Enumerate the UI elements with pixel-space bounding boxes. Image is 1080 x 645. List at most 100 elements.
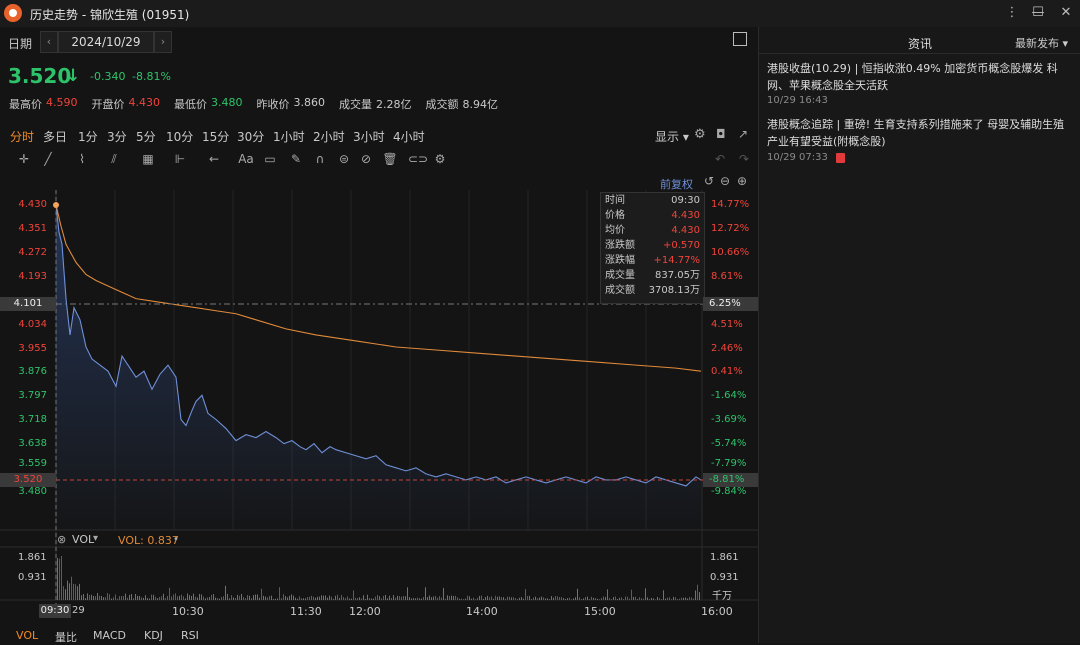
measure-icon[interactable]: ▦ (142, 152, 154, 166)
volume-bar (573, 598, 574, 600)
volume-bar (379, 596, 380, 600)
share-icon[interactable]: ↗ (738, 127, 749, 141)
intraday-chart[interactable] (0, 0, 758, 643)
volume-bar (93, 595, 94, 600)
trash-icon[interactable]: 🗑 (382, 152, 398, 166)
volume-bar (351, 598, 352, 600)
tab-2hour[interactable]: 2小时 (313, 130, 345, 144)
text-icon[interactable]: Aa (238, 152, 254, 166)
tab-30min[interactable]: 30分 (237, 130, 265, 144)
volume-bar (363, 595, 364, 600)
tab-kdj[interactable]: KDJ (144, 629, 163, 642)
volume-bar (147, 598, 148, 600)
comment-icon[interactable]: ▭ (264, 152, 276, 166)
hide-icon[interactable]: ⊜ (338, 152, 350, 166)
channel-icon[interactable]: ⫽ (111, 152, 117, 166)
adjust-mode[interactable]: 前复权 (660, 178, 693, 191)
volume-bar (537, 598, 538, 600)
volume-bar (293, 595, 294, 600)
reset-icon[interactable]: ↺ (704, 174, 715, 188)
stat-label-turnover: 成交额 (425, 98, 459, 111)
zoom-out-icon[interactable]: ⊖ (720, 174, 731, 188)
undo-icon[interactable]: ↶ (714, 152, 726, 166)
tab-news[interactable]: 资讯 (908, 37, 933, 51)
crosshair-pct-label: 6.25% (703, 297, 758, 311)
tooltip-value: +0.570 (662, 240, 700, 251)
pencil-icon[interactable]: ✎ (290, 152, 302, 166)
volume-bar (447, 595, 448, 600)
volume-bar (271, 595, 272, 600)
prev-date-button[interactable]: ‹ (40, 31, 58, 53)
volume-bar (423, 597, 424, 600)
tab-intraday[interactable]: 分时 (10, 130, 35, 144)
close-button[interactable]: ✕ (1060, 5, 1072, 20)
tab-4hour[interactable]: 4小时 (393, 130, 425, 144)
news-item-time: 10/29 07:33 (767, 152, 828, 163)
more-menu-button[interactable]: ⋮ (1005, 5, 1019, 20)
redo-icon[interactable]: ↷ (738, 152, 750, 166)
crosshair-icon[interactable]: ✛ (18, 152, 30, 166)
tab-10min[interactable]: 10分 (166, 130, 194, 144)
volume-bar (315, 597, 316, 600)
tab-volume-ratio[interactable]: 量比 (55, 631, 77, 644)
volume-bar (119, 596, 120, 600)
volume-bar (407, 587, 408, 600)
settings-icon[interactable]: ⚙ (694, 127, 706, 142)
tab-multiday[interactable]: 多日 (43, 130, 68, 144)
news-item-title[interactable]: 港股概念追踪 | 重磅! 生育支持系列措施来了 母婴及辅助生殖产业有望受益(附概… (767, 118, 1065, 148)
volume-bar (565, 598, 566, 600)
volume-bar (261, 588, 262, 600)
volume-bar (553, 597, 554, 600)
tab-3min[interactable]: 3分 (107, 130, 127, 144)
sidebar-toggle-icon[interactable] (733, 32, 747, 46)
next-date-button[interactable]: › (154, 31, 172, 53)
toolbar-settings-icon[interactable]: ⚙ (434, 152, 446, 166)
zoom-in-icon[interactable]: ⊕ (737, 174, 748, 188)
news-item-title[interactable]: 港股收盘(10.29) | 恒指收涨0.49% 加密货币概念股爆发 科网、苹果概… (767, 62, 1058, 92)
volume-bar (215, 597, 216, 600)
magnet-icon[interactable]: ∩ (315, 152, 325, 166)
tab-15min[interactable]: 15分 (202, 130, 230, 144)
tab-5min[interactable]: 5分 (136, 130, 156, 144)
volume-bar (229, 598, 230, 600)
volume-bar (513, 597, 514, 600)
volume-bar (223, 596, 224, 600)
volume-bar (429, 595, 430, 600)
vol-dropdown-icon[interactable]: ▾ (93, 533, 99, 544)
link-icon[interactable]: ⊂⊃ (408, 152, 429, 166)
tab-vol[interactable]: VOL (16, 629, 39, 642)
date-field[interactable]: 2024/10/29 (58, 31, 154, 53)
pct-tick-label: 14.77% (711, 199, 750, 210)
tab-1min[interactable]: 1分 (78, 130, 98, 144)
tab-3hour[interactable]: 3小时 (353, 130, 385, 144)
volume-bar (345, 598, 346, 600)
latest-sort-menu[interactable]: 最新发布 ▾ (1015, 37, 1069, 50)
eye-off-icon[interactable]: ⊘ (360, 152, 372, 166)
volume-bar (665, 598, 666, 600)
tab-1hour[interactable]: 1小时 (273, 130, 305, 144)
volume-bar (97, 593, 98, 600)
camera-icon[interactable]: ◘ (716, 127, 726, 141)
tooltip-label: 涨跌幅 (605, 255, 635, 266)
volume-bar (277, 598, 278, 600)
price-tick-label: 3.638 (18, 438, 47, 450)
tab-macd[interactable]: MACD (93, 629, 126, 642)
pdf-icon[interactable] (836, 153, 845, 163)
display-menu[interactable]: 显示 ▾ (655, 130, 689, 144)
brush-icon[interactable]: ⌇ (79, 152, 85, 166)
volume-bar (183, 596, 184, 600)
range-icon[interactable]: ⊩ (174, 152, 186, 166)
volume-bar (189, 595, 190, 600)
line-icon[interactable]: ╱ (44, 152, 52, 166)
volume-bar (177, 596, 178, 600)
volume-bar (497, 596, 498, 600)
minimize-button[interactable]: — (1031, 5, 1045, 20)
close-vol-icon[interactable]: ⊗ (57, 533, 67, 546)
vol-indicator-label[interactable]: VOL (72, 533, 95, 546)
maximize-button[interactable]: ☐ (1032, 5, 1044, 20)
volume-bar (149, 598, 150, 600)
arrow-icon[interactable]: ← (208, 152, 220, 166)
volume-bar (335, 595, 336, 600)
volume-bar (247, 595, 248, 600)
tab-rsi[interactable]: RSI (181, 629, 199, 642)
